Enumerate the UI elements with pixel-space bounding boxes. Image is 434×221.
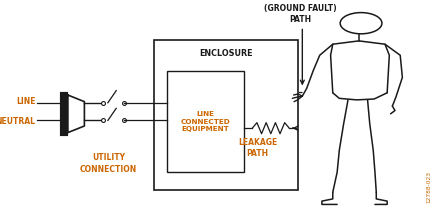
Bar bbox=[154, 40, 297, 190]
Text: LINE
CONNECTED
EQUIPMENT: LINE CONNECTED EQUIPMENT bbox=[180, 111, 230, 132]
Text: LINE: LINE bbox=[16, 97, 36, 106]
Text: LEAKAGE
PATH: LEAKAGE PATH bbox=[237, 138, 277, 158]
Text: NEUTRAL: NEUTRAL bbox=[0, 117, 36, 126]
Text: ENCLOSURE: ENCLOSURE bbox=[199, 49, 252, 57]
Text: LEAKAGE CURRENT
(GROUND FAULT)
PATH: LEAKAGE CURRENT (GROUND FAULT) PATH bbox=[258, 0, 341, 25]
Text: 12788-023: 12788-023 bbox=[425, 171, 430, 203]
Bar bbox=[167, 71, 243, 172]
Text: UTILITY
CONNECTION: UTILITY CONNECTION bbox=[80, 154, 137, 173]
